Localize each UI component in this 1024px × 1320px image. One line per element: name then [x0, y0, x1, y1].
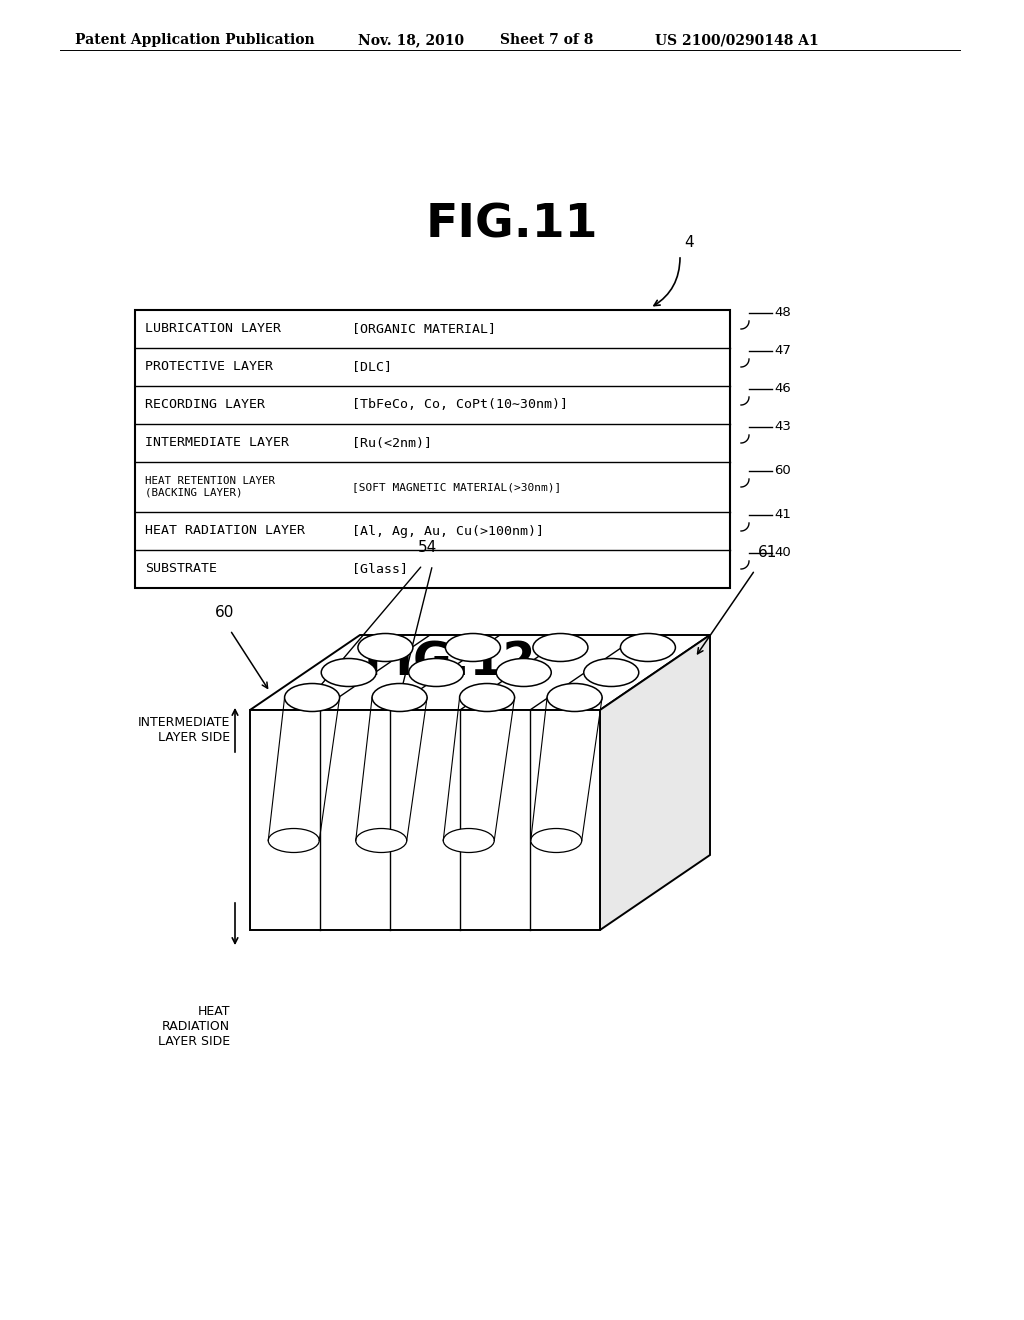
Text: [Al, Ag, Au, Cu(>100nm)]: [Al, Ag, Au, Cu(>100nm)] [352, 524, 544, 537]
Text: 43: 43 [774, 421, 791, 433]
Ellipse shape [409, 659, 464, 686]
Text: SUBSTRATE: SUBSTRATE [145, 562, 217, 576]
Ellipse shape [322, 659, 376, 686]
Text: 61: 61 [758, 545, 777, 560]
Text: FIG.12: FIG.12 [364, 640, 537, 685]
Bar [250, 710, 600, 931]
Text: 40: 40 [774, 546, 791, 560]
Text: Patent Application Publication: Patent Application Publication [75, 33, 314, 48]
Text: Sheet 7 of 8: Sheet 7 of 8 [500, 33, 593, 48]
Ellipse shape [460, 684, 515, 711]
Text: [SOFT MAGNETIC MATERIAL(>30nm)]: [SOFT MAGNETIC MATERIAL(>30nm)] [352, 482, 561, 492]
Ellipse shape [621, 634, 676, 661]
Ellipse shape [532, 634, 588, 661]
Ellipse shape [358, 634, 413, 661]
Ellipse shape [445, 634, 501, 661]
Text: US 2100/0290148 A1: US 2100/0290148 A1 [655, 33, 819, 48]
Bar [135, 310, 730, 587]
Text: 41: 41 [774, 508, 791, 521]
Polygon shape [250, 635, 710, 710]
Ellipse shape [355, 829, 407, 853]
Text: [ORGANIC MATERIAL]: [ORGANIC MATERIAL] [352, 322, 496, 335]
Ellipse shape [285, 684, 340, 711]
Ellipse shape [547, 684, 602, 711]
Text: 60: 60 [215, 605, 234, 620]
Text: INTERMEDIATE LAYER: INTERMEDIATE LAYER [145, 437, 289, 450]
Text: [Glass]: [Glass] [352, 562, 408, 576]
Ellipse shape [497, 659, 551, 686]
Text: 47: 47 [774, 345, 791, 358]
Text: FIG.11: FIG.11 [426, 202, 598, 248]
Text: PROTECTIVE LAYER: PROTECTIVE LAYER [145, 360, 273, 374]
Text: Nov. 18, 2010: Nov. 18, 2010 [358, 33, 464, 48]
Ellipse shape [530, 829, 582, 853]
Text: HEAT RETENTION LAYER
(BACKING LAYER): HEAT RETENTION LAYER (BACKING LAYER) [145, 477, 275, 498]
Text: [Ru(<2nm)]: [Ru(<2nm)] [352, 437, 432, 450]
Text: 48: 48 [774, 306, 791, 319]
Text: 46: 46 [774, 383, 791, 396]
Text: 60: 60 [774, 465, 791, 478]
Text: [TbFeCo, Co, CoPt(10∼30nm)]: [TbFeCo, Co, CoPt(10∼30nm)] [352, 399, 568, 412]
Text: INTERMEDIATE
LAYER SIDE: INTERMEDIATE LAYER SIDE [137, 715, 230, 744]
Text: HEAT RADIATION LAYER: HEAT RADIATION LAYER [145, 524, 305, 537]
Text: HEAT
RADIATION
LAYER SIDE: HEAT RADIATION LAYER SIDE [158, 1005, 230, 1048]
Polygon shape [600, 635, 710, 931]
Ellipse shape [443, 829, 495, 853]
Text: LUBRICATION LAYER: LUBRICATION LAYER [145, 322, 281, 335]
Text: RECORDING LAYER: RECORDING LAYER [145, 399, 265, 412]
Text: 4: 4 [684, 235, 693, 249]
Ellipse shape [584, 659, 639, 686]
Ellipse shape [372, 684, 427, 711]
Text: 54: 54 [418, 540, 437, 554]
Ellipse shape [268, 829, 319, 853]
Text: [DLC]: [DLC] [352, 360, 392, 374]
